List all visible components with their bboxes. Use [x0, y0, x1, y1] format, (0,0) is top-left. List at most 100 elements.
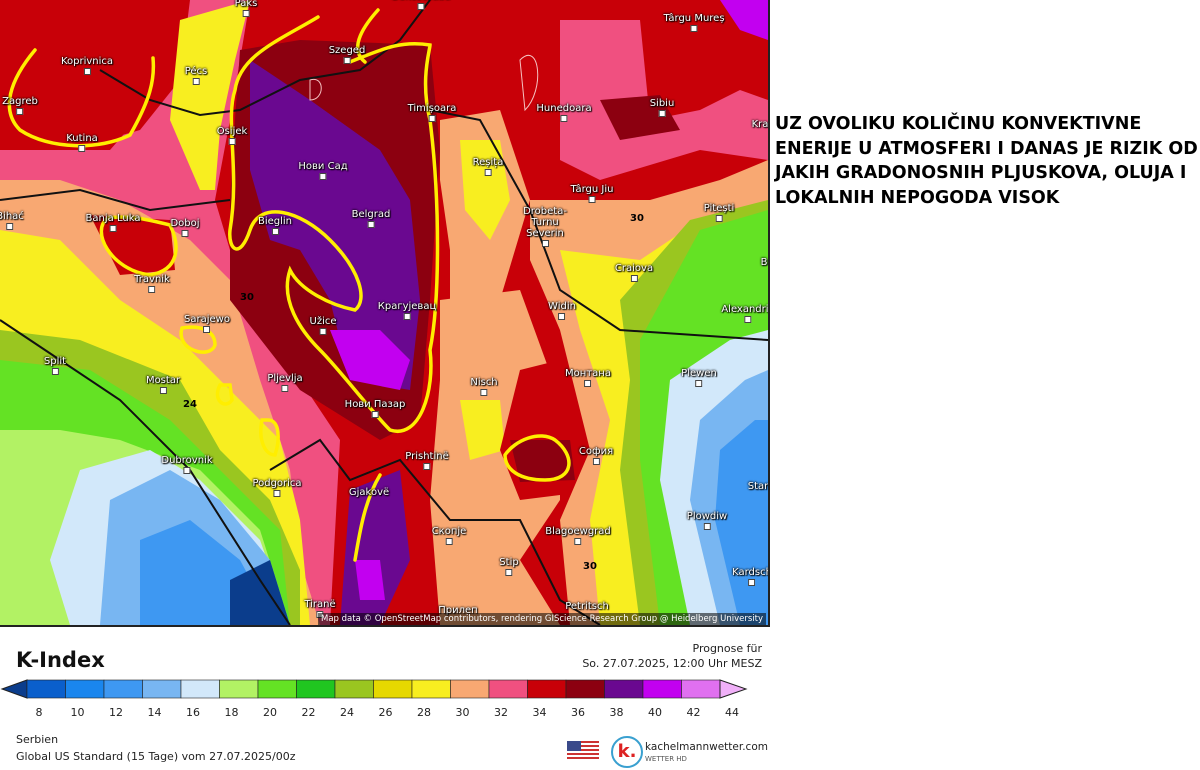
scale-tick-label: 30	[455, 706, 470, 719]
city-label: Belgrad	[352, 209, 391, 228]
city-label: Szeged	[329, 45, 366, 64]
city-label: Alexandria	[721, 304, 768, 323]
caption-text: UZ OVOLIKU KOLIČINU KONVEKTIVNE ENERIJE …	[775, 114, 1198, 208]
city-label: Blagoewgrad	[545, 526, 611, 545]
scale-swatch	[296, 679, 336, 699]
city-label: Užice	[310, 316, 337, 335]
city-label: Прилеп	[438, 605, 478, 616]
scale-swatch	[373, 679, 413, 699]
scale-swatch	[26, 679, 66, 699]
k-index-map[interactable]: Paks Békéscsaba Târgu Mureș Koprivnica P…	[0, 0, 770, 627]
city-label: Târgu Mureș	[663, 13, 724, 32]
scale-tick-label: 10	[70, 706, 85, 719]
scale-tick-label: 20	[263, 706, 277, 719]
city-label: Sarajewo	[184, 314, 230, 333]
city-label: Крагујевац	[378, 301, 437, 320]
region-name: Serbien	[16, 733, 59, 746]
city-label: Pitești	[704, 203, 735, 222]
city-label: Drobeta-Turnu Severin	[515, 206, 575, 247]
scale-tick-label: 42	[686, 706, 701, 719]
forecast-label: Prognose für	[692, 642, 763, 655]
scale-tick-label: 22	[301, 706, 316, 719]
scale-swatch	[411, 679, 451, 699]
scale-tick-label: 34	[532, 706, 547, 719]
scale-swatch	[180, 679, 220, 699]
legend-title: K-Index	[16, 648, 105, 672]
scale-tick-label: 14	[147, 706, 162, 719]
city-label: Sibiu	[650, 98, 675, 117]
scale-swatch	[527, 679, 567, 699]
map-fields	[0, 0, 768, 625]
city-label: Widin	[548, 301, 576, 320]
scale-tick-label: 38	[609, 706, 624, 719]
city-label: Osijek	[217, 126, 248, 145]
scale-tick-label: 40	[648, 706, 662, 719]
scale-swatch	[450, 679, 490, 699]
scale-swatch	[642, 679, 682, 699]
city-label: Tiranë	[304, 599, 335, 618]
city-label: Stip	[499, 557, 518, 576]
forecast-time: So. 27.07.2025, 12:00 Uhr MESZ	[582, 657, 762, 670]
city-label: Hunedoara	[536, 103, 591, 122]
scale-tick-label: 18	[224, 706, 239, 719]
scale-tick-label: 44	[725, 706, 739, 719]
city-label: Нови Сад	[298, 161, 347, 180]
scale-tick-label: 16	[186, 706, 200, 719]
city-label: Gjakovë	[348, 487, 390, 498]
city-label: Reșița	[473, 157, 504, 176]
city-label: Zagreb	[2, 96, 38, 115]
scale-swatch	[681, 679, 721, 699]
city-label: Split	[44, 356, 66, 375]
scale-swatch	[334, 679, 374, 699]
kachelmann-logo: k.	[611, 736, 643, 768]
scale-swatch	[219, 679, 259, 699]
color-scale	[0, 679, 748, 699]
scale-tick-label: 8	[35, 706, 43, 719]
city-label: Travnik	[134, 274, 170, 293]
scale-swatch	[604, 679, 644, 699]
contour-label: 30	[240, 292, 254, 303]
city-label: Plowdiw	[687, 511, 727, 530]
scale-tick-label: 28	[417, 706, 431, 719]
city-label: Prishtinë	[405, 451, 448, 470]
city-label: Kra	[751, 119, 769, 130]
scale-tick-label: 12	[109, 706, 123, 719]
us-flag-icon	[567, 741, 599, 761]
scale-swatch	[142, 679, 182, 699]
city-label: Скопје	[432, 526, 467, 545]
scale-swatch	[488, 679, 528, 699]
city-label: Kardsch	[732, 567, 768, 586]
brand-subtitle: WETTER HD	[645, 755, 687, 763]
scale-swatch	[257, 679, 297, 699]
map-attribution: Map data © OpenStreetMap contributors, r…	[318, 613, 766, 625]
city-label: Békéscsaba	[391, 0, 450, 10]
city-label: Banja Luka	[86, 213, 141, 232]
city-label: Petritsch	[565, 601, 609, 612]
scale-swatch	[565, 679, 605, 699]
scale-tick-label: 32	[494, 706, 508, 719]
scale-tick-label: 24	[340, 706, 354, 719]
city-label: Kutina	[66, 133, 98, 152]
city-label: Dubrovnik	[161, 455, 212, 474]
scale-tick-label: 36	[571, 706, 585, 719]
city-label: Paks	[235, 0, 258, 17]
contour-label: 30	[630, 213, 644, 224]
city-label: Нови Пазар	[345, 399, 406, 418]
city-label: Nisch	[470, 377, 497, 396]
model-run: Global US Standard (15 Tage) vom 27.07.2…	[16, 750, 296, 763]
contour-label: 30	[583, 561, 597, 572]
city-label: Bihać	[0, 211, 24, 230]
scale-tick-label: 26	[378, 706, 393, 719]
city-label: Bieglin	[258, 216, 292, 235]
city-label: Star	[747, 481, 769, 492]
scale-low-arrow	[0, 679, 28, 699]
city-label: Craiova	[615, 263, 653, 282]
brand-name[interactable]: kachelmannwetter.com	[645, 741, 768, 753]
city-label: B	[760, 257, 768, 268]
scale-swatch	[103, 679, 143, 699]
city-label: Koprivnica	[61, 56, 113, 75]
city-label: Podgorica	[252, 478, 301, 497]
city-label: Mostar	[146, 375, 180, 394]
city-label: Timișoara	[408, 103, 457, 122]
city-label: Doboj	[170, 218, 199, 237]
